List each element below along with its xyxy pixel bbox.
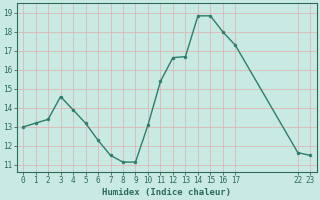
- X-axis label: Humidex (Indice chaleur): Humidex (Indice chaleur): [102, 188, 231, 197]
